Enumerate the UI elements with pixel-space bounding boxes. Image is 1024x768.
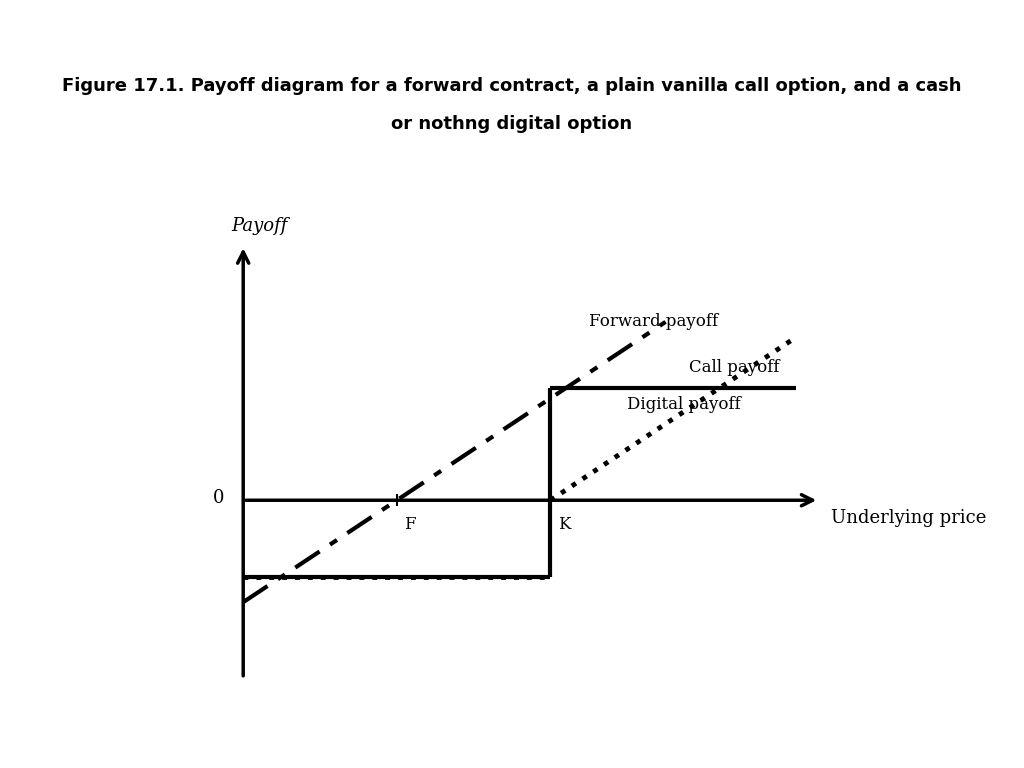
Text: Payoff: Payoff: [231, 217, 288, 235]
Text: Underlying price: Underlying price: [830, 509, 986, 527]
Text: or nothng digital option: or nothng digital option: [391, 115, 633, 133]
Text: F: F: [404, 515, 416, 532]
Text: Call payoff: Call payoff: [688, 359, 779, 376]
Text: Figure 17.1. Payoff diagram for a forward contract, a plain vanilla call option,: Figure 17.1. Payoff diagram for a forwar…: [62, 77, 962, 94]
Text: 0: 0: [213, 488, 224, 507]
Text: K: K: [558, 515, 570, 532]
Text: Digital payoff: Digital payoff: [627, 396, 741, 412]
Text: Forward payoff: Forward payoff: [589, 313, 718, 330]
